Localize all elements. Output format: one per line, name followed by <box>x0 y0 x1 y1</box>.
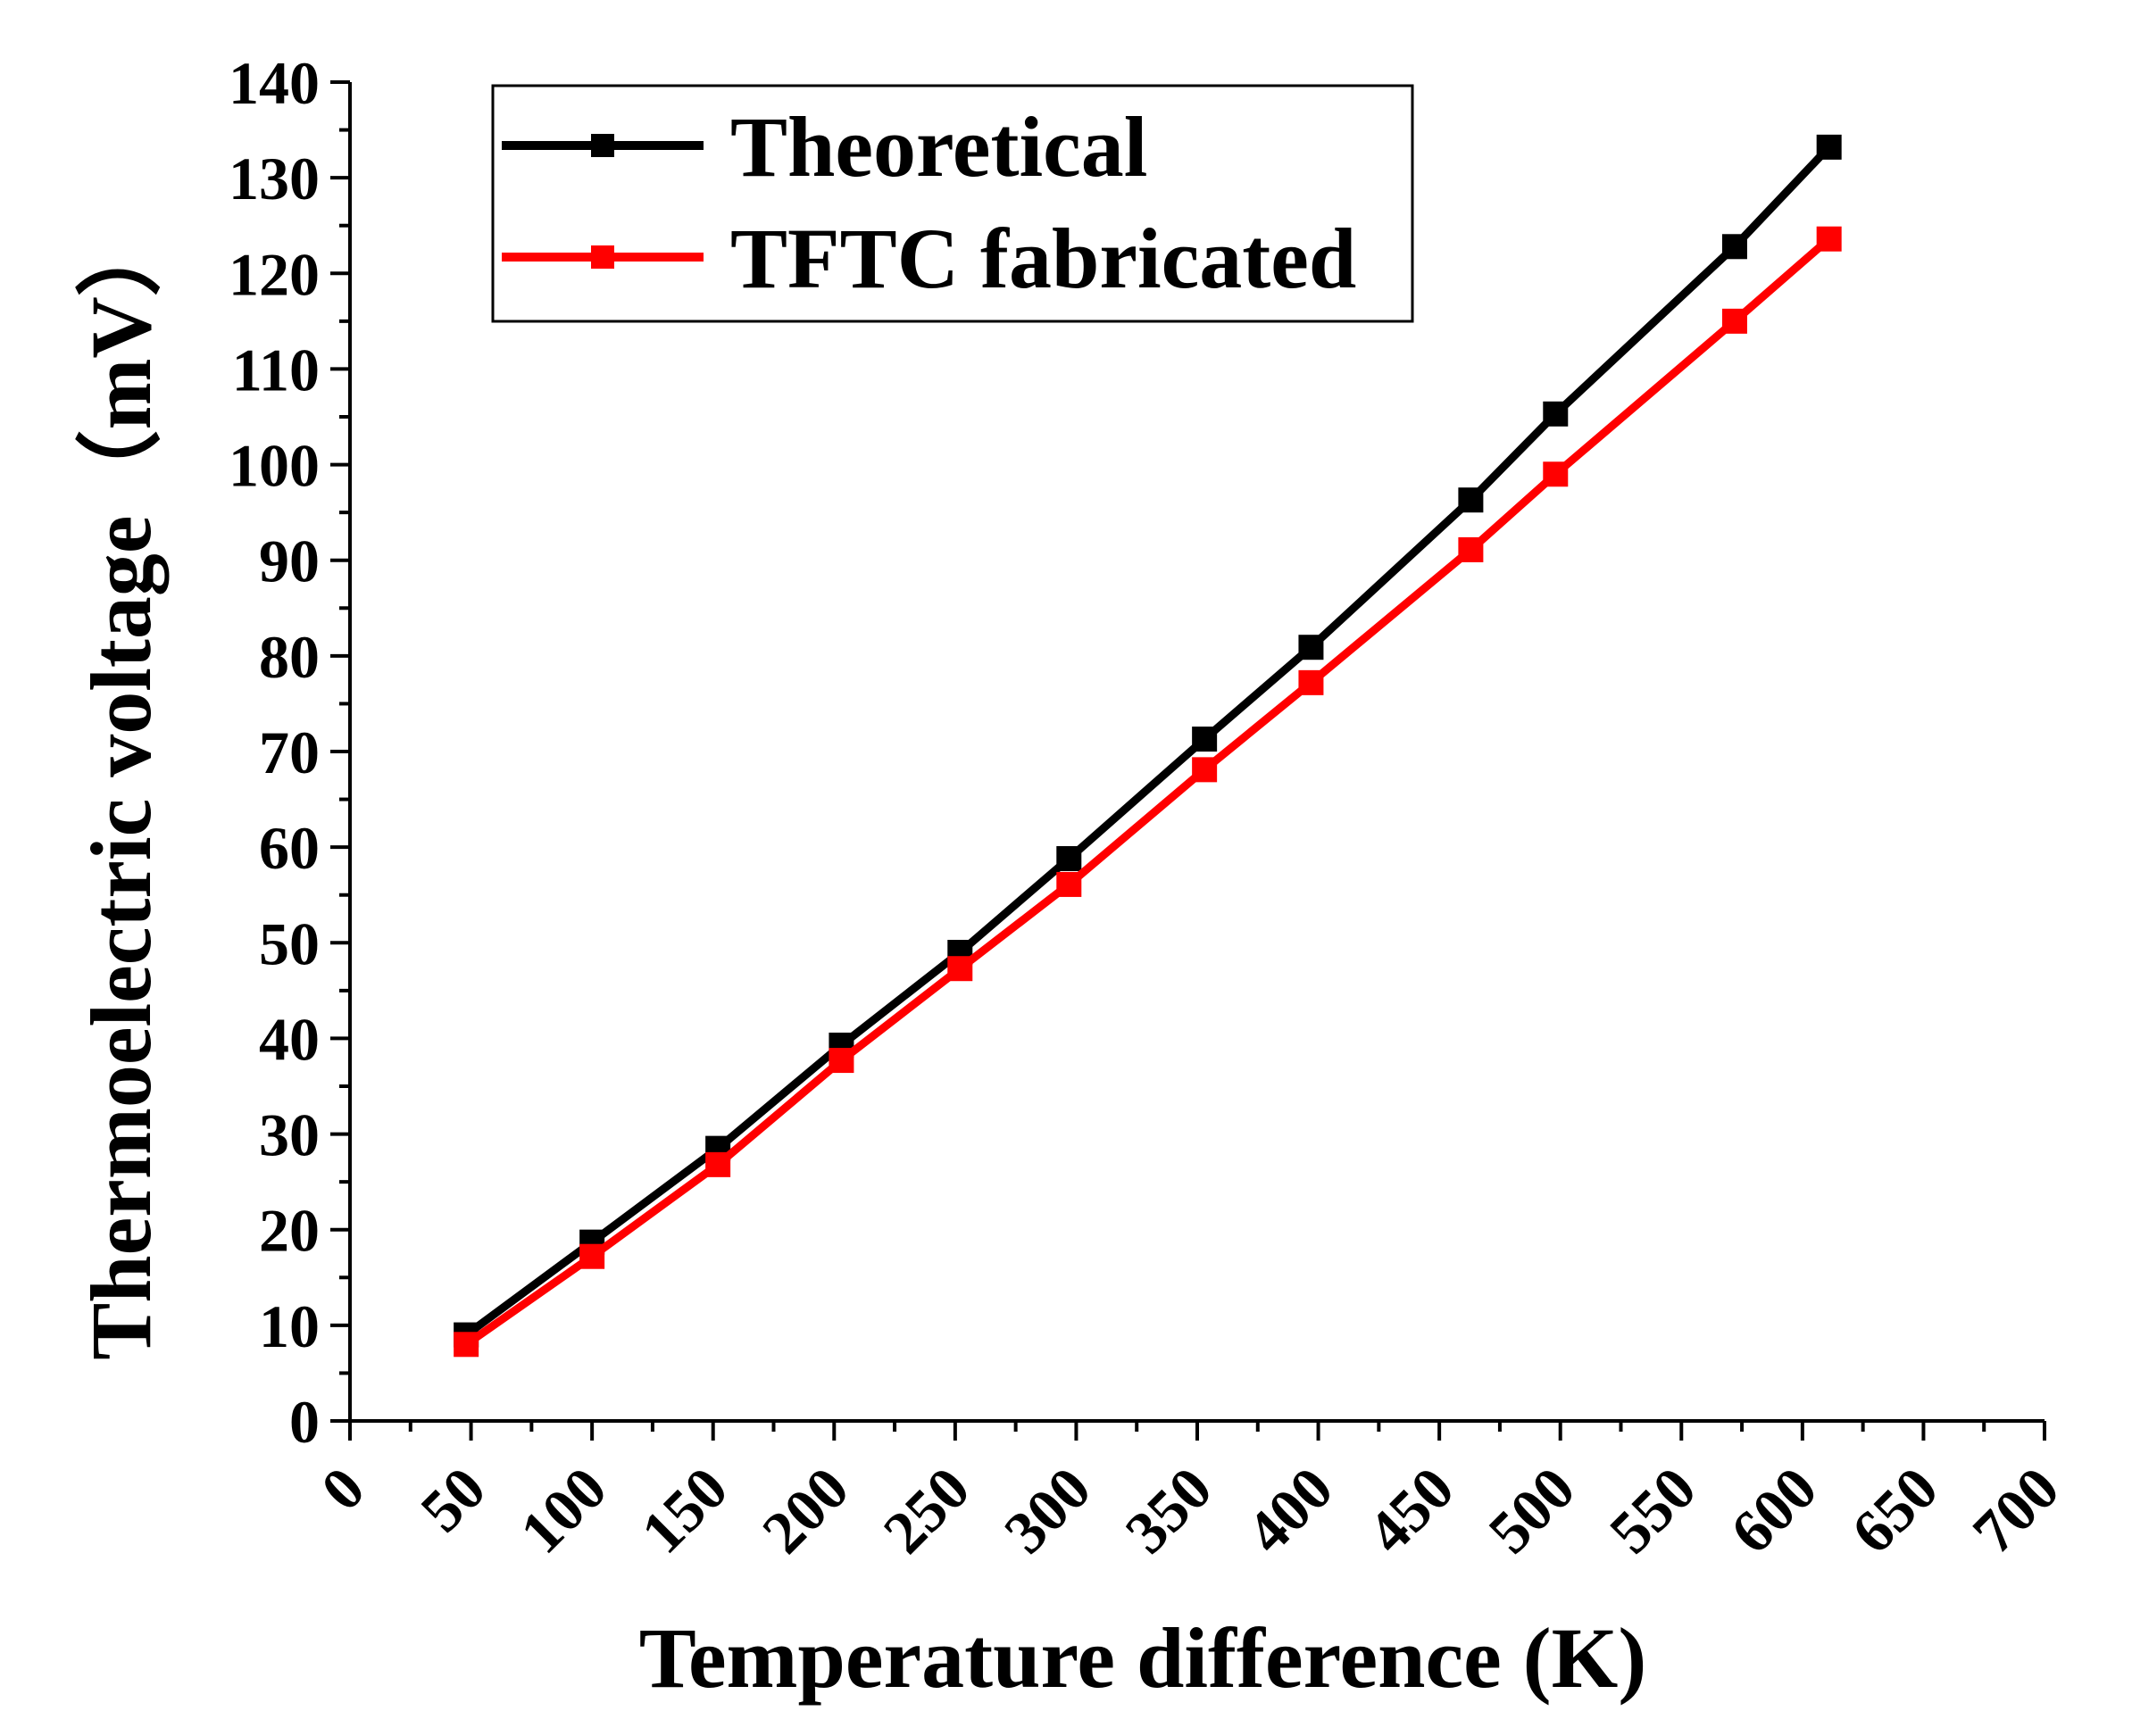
y-axis-title: Thermoelectric voltage（mV） <box>73 211 169 1360</box>
x-tick-label: 700 <box>1960 1454 2072 1566</box>
data-point <box>1056 871 1082 897</box>
data-point <box>1721 234 1747 260</box>
legend-marker-tftc <box>591 245 614 269</box>
x-tick-label: 650 <box>1838 1454 1951 1566</box>
y-axis-tick-labels: 0 10 20 30 40 50 60 70 80 90 100 110 120 130 140 <box>229 49 320 1456</box>
data-point <box>1458 487 1484 513</box>
legend-label-tftc: TFTC fabricated <box>730 211 1356 306</box>
x-axis-title: Temperature difference (K) <box>639 1610 1647 1706</box>
x-tick-label: 250 <box>870 1454 983 1566</box>
data-point <box>1543 401 1569 427</box>
x-tick-label: 500 <box>1475 1454 1587 1566</box>
x-axis-ticks <box>348 1421 2046 1441</box>
y-tick-label: 130 <box>229 145 320 212</box>
data-point <box>1816 226 1842 252</box>
x-tick-label: 350 <box>1112 1454 1225 1566</box>
x-tick-label: 50 <box>407 1454 498 1545</box>
data-point <box>1192 727 1218 752</box>
data-point <box>1298 669 1324 695</box>
data-point <box>1816 134 1842 160</box>
legend: Theoretical TFTC fabricated <box>491 84 1414 323</box>
y-tick-label: 30 <box>259 1101 320 1169</box>
x-tick-label: 600 <box>1718 1454 1830 1566</box>
y-tick-label: 10 <box>259 1292 320 1360</box>
x-axis-tick-labels: 0 50 100 150 200 250 300 350 400 450 500 550 600 650 7… <box>308 1454 2072 1566</box>
data-point <box>579 1243 605 1269</box>
y-tick-label: 20 <box>259 1197 320 1265</box>
data-point <box>1458 536 1484 562</box>
x-tick-label: 100 <box>507 1454 620 1566</box>
y-tick-label: 60 <box>259 814 320 882</box>
y-tick-label: 120 <box>229 240 320 308</box>
y-tick-label: 80 <box>259 623 320 691</box>
y-tick-label: 110 <box>232 336 320 403</box>
data-point <box>829 1048 854 1074</box>
y-tick-label: 90 <box>259 527 320 595</box>
data-point <box>947 956 973 982</box>
x-tick-label: 200 <box>749 1454 862 1566</box>
x-tick-label: 400 <box>1233 1454 1345 1566</box>
data-point <box>454 1332 479 1358</box>
y-tick-label: 140 <box>229 49 320 117</box>
data-point <box>1298 635 1324 660</box>
series-tftc-fabricated <box>454 226 1842 1358</box>
plot-frame <box>348 82 2045 1423</box>
data-point <box>1543 461 1569 487</box>
legend-marker-theoretical <box>591 134 614 157</box>
series-theoretical <box>454 134 1842 1348</box>
series-line <box>463 144 1832 1339</box>
data-point <box>1721 308 1747 334</box>
y-axis-ticks <box>330 80 350 1423</box>
x-tick-label: 450 <box>1354 1454 1467 1566</box>
series-line <box>463 236 1832 1348</box>
data-point <box>1056 846 1082 871</box>
y-tick-label: 70 <box>259 718 320 786</box>
plot-series <box>454 134 1842 1358</box>
data-point <box>705 1151 731 1177</box>
legend-box <box>491 84 1414 323</box>
x-tick-label: 300 <box>991 1454 1103 1566</box>
x-tick-label: 0 <box>308 1454 378 1524</box>
y-tick-label: 100 <box>229 432 320 500</box>
y-tick-label: 40 <box>259 1005 320 1073</box>
legend-label-theoretical: Theoretical <box>730 99 1147 195</box>
x-tick-label: 550 <box>1596 1454 1709 1566</box>
y-tick-label: 0 <box>289 1388 320 1456</box>
x-tick-label: 150 <box>628 1454 740 1566</box>
y-tick-label: 50 <box>259 910 320 977</box>
data-point <box>1192 757 1218 783</box>
